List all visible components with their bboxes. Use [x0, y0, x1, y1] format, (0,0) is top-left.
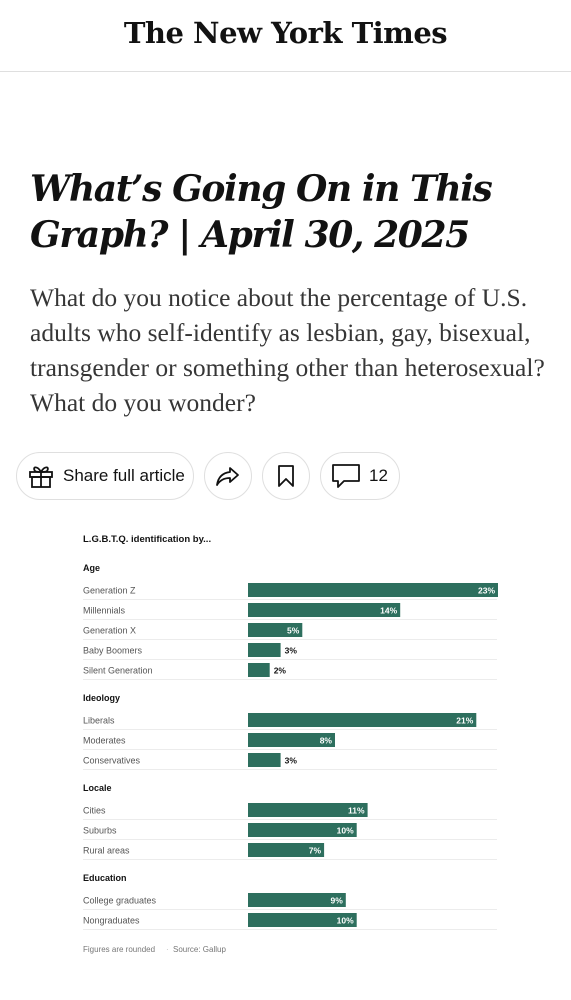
chart-title: L.G.B.T.Q. identification by...: [83, 534, 211, 545]
category-label-suburbs: Suburbs: [83, 826, 117, 836]
data-label-suburbs: 10%: [337, 825, 354, 835]
article-summary: What do you notice about the percentage …: [30, 283, 545, 417]
category-label-rural-areas: Rural areas: [83, 846, 130, 856]
bar-generation-x: [248, 623, 303, 637]
category-label-generation-z: Generation Z: [83, 586, 136, 596]
bar-generation-z: [248, 583, 498, 597]
comments-button[interactable]: 12: [320, 452, 400, 500]
bar-moderates: [248, 733, 335, 747]
data-label-generation-z: 23%: [478, 585, 495, 595]
nyt-logo[interactable]: The New York Times: [123, 16, 448, 50]
bar-liberals: [248, 713, 477, 727]
forward-button[interactable]: [204, 452, 252, 500]
chart-footnote: Figures are rounded: [83, 945, 155, 954]
data-label-college-graduates: 9%: [331, 895, 344, 905]
group-label-locale: Locale: [83, 783, 112, 793]
category-label-conservatives: Conservatives: [83, 756, 141, 766]
bookmark-icon: [277, 464, 295, 488]
footnote-separator: ·: [166, 945, 169, 954]
lgbtq-identification-chart: L.G.B.T.Q. identification by... Age Genera…: [83, 534, 498, 954]
category-label-nongraduates: Nongraduates: [83, 916, 140, 926]
category-label-liberals: Liberals: [83, 716, 115, 726]
article-headline: What’s Going On in This Graph? | April 3…: [30, 168, 493, 256]
group-label-education: Education: [83, 873, 127, 883]
masthead: The New York Times: [0, 0, 571, 72]
bar-silent-generation: [248, 663, 270, 677]
data-label-baby-boomers: 3%: [285, 645, 298, 655]
bar-college-graduates: [248, 893, 346, 907]
category-label-cities: Cities: [83, 806, 106, 816]
bar-nongraduates: [248, 913, 357, 927]
share-full-article-button[interactable]: Share full article: [16, 452, 194, 500]
category-label-generation-x: Generation X: [83, 626, 136, 636]
bar-conservatives: [248, 753, 281, 767]
data-label-generation-x: 5%: [287, 625, 300, 635]
category-label-millennials: Millennials: [83, 606, 126, 616]
data-label-nongraduates: 10%: [337, 915, 354, 925]
category-label-moderates: Moderates: [83, 736, 126, 746]
save-button[interactable]: [262, 452, 310, 500]
bar-rural-areas: [248, 843, 325, 857]
share-button-label: Share full article: [63, 466, 185, 485]
bar-millennials: [248, 603, 401, 617]
bar-suburbs: [248, 823, 357, 837]
group-label-age: Age: [83, 563, 100, 573]
forward-arrow-icon: [215, 465, 241, 487]
comment-bubble-icon: [331, 463, 361, 489]
data-label-moderates: 8%: [320, 735, 333, 745]
bar-baby-boomers: [248, 643, 281, 657]
data-label-millennials: 14%: [380, 605, 397, 615]
comment-count: 12: [369, 466, 388, 485]
category-label-baby-boomers: Baby Boomers: [83, 646, 143, 656]
chart-source: Source: Gallup: [173, 945, 226, 954]
category-label-silent-generation: Silent Generation: [83, 666, 153, 676]
data-label-rural-areas: 7%: [309, 845, 322, 855]
bar-cities: [248, 803, 368, 817]
data-label-silent-generation: 2%: [274, 665, 287, 675]
group-label-ideology: Ideology: [83, 693, 120, 703]
data-label-liberals: 21%: [456, 715, 473, 725]
gift-icon: [27, 462, 55, 490]
category-label-college-graduates: College graduates: [83, 896, 157, 906]
data-label-cities: 11%: [348, 805, 365, 815]
data-label-conservatives: 3%: [285, 755, 298, 765]
